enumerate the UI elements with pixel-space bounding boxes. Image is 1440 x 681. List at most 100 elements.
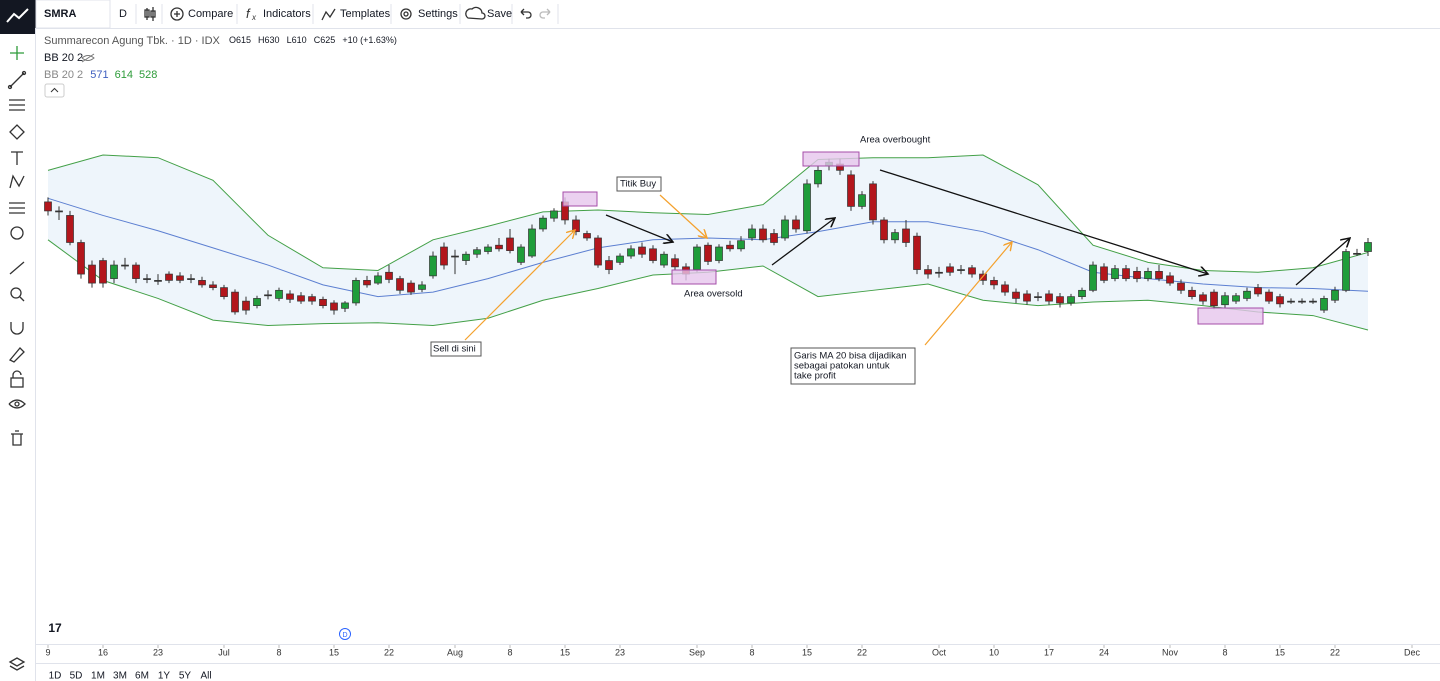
candle-body	[1166, 275, 1174, 284]
candle-body	[418, 284, 426, 290]
settings-button[interactable]: Settings	[418, 8, 458, 20]
candle-body	[1056, 296, 1064, 304]
candle-body	[1023, 293, 1031, 302]
range-button[interactable]: All	[200, 671, 211, 681]
candle-body	[264, 294, 272, 297]
candle-body	[1001, 284, 1009, 293]
sell-label: Sell di sini	[433, 344, 476, 355]
candle-body	[1232, 295, 1240, 302]
x-tick-label: 15	[329, 647, 339, 657]
candle-body	[231, 291, 239, 313]
candle-body	[649, 248, 657, 261]
candle-body	[935, 271, 943, 274]
range-button[interactable]: 1Y	[158, 671, 171, 681]
candle-body	[1177, 282, 1185, 291]
candle-body	[374, 275, 382, 284]
candle-body	[407, 282, 415, 293]
candle-body	[341, 302, 349, 309]
candle-body	[726, 244, 734, 250]
indicator-name: BB 20 2	[44, 69, 83, 81]
candle-body	[594, 237, 602, 266]
chart-style-icon[interactable]	[144, 7, 156, 21]
candle-body	[77, 242, 85, 275]
candle-body	[880, 219, 888, 241]
range-button[interactable]: 5Y	[179, 671, 192, 681]
x-tick-label: 10	[989, 647, 999, 657]
dividend-marker[interactable]	[339, 628, 351, 640]
indicators-button[interactable]: Indicators	[263, 8, 311, 20]
candle-body	[1188, 289, 1196, 297]
candle-body	[1320, 298, 1328, 311]
candle-body	[792, 219, 800, 230]
drawing-tools[interactable]	[7, 46, 27, 671]
candle-body	[132, 264, 140, 279]
candle-body	[1309, 300, 1317, 303]
compare-button[interactable]: Compare	[188, 8, 233, 20]
candle-body	[1012, 291, 1020, 299]
plot	[44, 154, 1372, 331]
candle-body	[1287, 300, 1295, 303]
indicator-legend[interactable]: BB 20 2 571 614 528	[44, 69, 157, 81]
candle-body	[616, 255, 624, 263]
range-button[interactable]: 1D	[49, 671, 62, 681]
candle-body	[275, 289, 283, 299]
candle-body	[121, 264, 129, 267]
band-upper	[47, 154, 1369, 273]
candle-body	[363, 280, 371, 286]
candle-body	[396, 278, 404, 291]
indicator-hidden[interactable]: BB 20 2	[44, 52, 83, 64]
candle-body	[143, 278, 151, 280]
candle-body	[44, 201, 52, 212]
range-button[interactable]: 6M	[135, 671, 149, 681]
candle-body	[1100, 266, 1108, 281]
svg-text:D: D	[342, 632, 347, 639]
x-tick-label: 22	[1330, 647, 1340, 657]
interval[interactable]: D	[119, 8, 127, 20]
collapse-legend[interactable]	[44, 83, 65, 98]
candle-body	[55, 210, 63, 213]
candle-body	[660, 253, 668, 266]
candle-body	[770, 233, 778, 243]
candle-body	[165, 273, 173, 281]
candle-body	[451, 255, 459, 258]
legend-change: +10 (+1.63%)	[342, 35, 397, 45]
candle-body	[1276, 296, 1284, 305]
redo[interactable]	[539, 8, 551, 19]
range-button[interactable]: 3M	[113, 671, 127, 681]
symbol-box[interactable]	[35, 0, 111, 29]
x-tick-label: 15	[1275, 647, 1285, 657]
ma-note-line: take profit	[794, 371, 836, 382]
candle-body	[1144, 271, 1152, 279]
candle-body	[638, 246, 646, 255]
candle-body	[385, 271, 393, 280]
candle-body	[1243, 290, 1251, 299]
overbought-label: Area overbought	[860, 135, 931, 146]
candle-body	[1155, 271, 1163, 279]
templates-button[interactable]: Templates	[340, 8, 391, 20]
range-button[interactable]: 1M	[91, 671, 105, 681]
x-tick-label: 17	[1044, 647, 1054, 657]
candle-body	[528, 228, 536, 257]
x-tick-label: Oct	[932, 647, 947, 657]
candle-body	[759, 228, 767, 241]
candle-body	[1034, 296, 1042, 298]
candle-body	[990, 280, 998, 286]
candle-body	[352, 280, 360, 304]
candle-body	[286, 293, 294, 300]
symbol[interactable]: SMRA	[44, 8, 76, 20]
range-button[interactable]: 5D	[70, 671, 83, 681]
x-tick-label: Dec	[1404, 647, 1421, 657]
undo[interactable]	[520, 8, 532, 19]
x-tick-label: 23	[153, 647, 163, 657]
candle-body	[209, 284, 217, 288]
legend-high: 630	[265, 35, 280, 45]
candle-body	[1199, 294, 1207, 302]
candle-body	[737, 240, 745, 250]
candle-body	[99, 260, 107, 284]
save-button[interactable]: Save	[487, 8, 512, 20]
candle-body	[1221, 295, 1229, 306]
candle-body	[220, 287, 228, 297]
candle-body	[88, 264, 96, 284]
buy-label: Titik Buy	[620, 179, 656, 190]
